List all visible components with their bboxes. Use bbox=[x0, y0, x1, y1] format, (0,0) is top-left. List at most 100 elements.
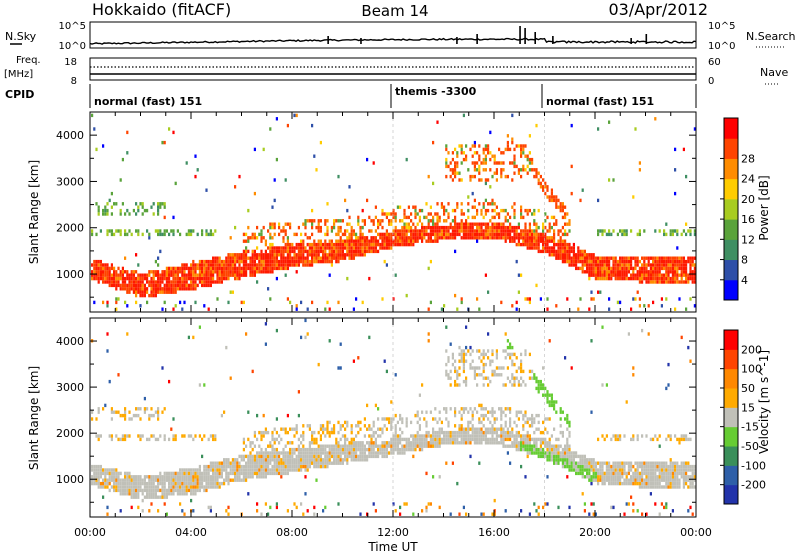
y-tick-label: 4000 bbox=[56, 129, 84, 142]
colorbar-tick-label: 20 bbox=[741, 193, 755, 206]
site-title: Hokkaido (fitACF) bbox=[92, 0, 231, 19]
nsky-trace bbox=[89, 26, 697, 45]
colorbar-segment bbox=[724, 219, 738, 240]
colorbar-segment bbox=[724, 407, 738, 428]
colorbar-segment bbox=[724, 198, 738, 220]
colorbar-segment bbox=[724, 239, 738, 261]
velocity-heatmap bbox=[91, 318, 696, 517]
freq-tick-low: 8 bbox=[71, 76, 77, 87]
cpid-panel: CPID normal (fast) 151 themis -3300 norm… bbox=[5, 84, 697, 108]
colorbar-segment bbox=[724, 330, 738, 350]
cpid-segment-2: themis -3300 bbox=[395, 85, 477, 98]
nsky-panel: N.Sky 10^5 10^0 10^5 10^0 N.Search bbox=[5, 21, 796, 52]
colorbar-tick-label: 8 bbox=[741, 254, 748, 267]
x-tick-label: 00:00 bbox=[74, 526, 106, 539]
colorbar-segment bbox=[724, 349, 738, 370]
cpid-segment-3: normal (fast) 151 bbox=[546, 95, 654, 108]
nsearch-tick-low: 10^0 bbox=[708, 41, 735, 52]
nsky-tick-low: 10^0 bbox=[59, 41, 86, 52]
y-tick-label: 3000 bbox=[56, 175, 84, 188]
date-title: 03/Apr/2012 bbox=[608, 0, 708, 19]
freq-tick-high: 18 bbox=[64, 57, 77, 68]
power-panel: 1000 2000 3000 4000 Slant Range [km] 4 8 12 16… bbox=[27, 111, 771, 313]
colorbar-segment bbox=[724, 484, 738, 505]
power-colorbar-label: Power [dB] bbox=[757, 175, 771, 240]
power-ylabel: Slant Range [km] bbox=[27, 160, 41, 264]
time-xlabel: Time UT bbox=[367, 540, 418, 554]
velocity-panel: 1000 2000 3000 4000 Slant Range [km] 200 100… bbox=[27, 317, 771, 518]
colorbar-tick-label: 4 bbox=[741, 274, 748, 287]
nsky-spike bbox=[645, 34, 648, 44]
colorbar-segment bbox=[724, 279, 738, 301]
colorbar-tick-label: 12 bbox=[741, 233, 755, 246]
colorbar-segment bbox=[724, 426, 738, 447]
nsky-label: N.Sky bbox=[5, 30, 37, 43]
colorbar-segment bbox=[724, 446, 738, 466]
colorbar-segment bbox=[724, 178, 738, 200]
y-tick-label: 2000 bbox=[56, 427, 84, 440]
nsky-spike bbox=[534, 32, 536, 44]
colorbar-tick-label: 28 bbox=[741, 152, 755, 165]
y-tick-label: 1000 bbox=[56, 473, 84, 486]
nsky-spike bbox=[519, 26, 521, 44]
y-tick-label: 2000 bbox=[56, 222, 84, 235]
nave-label: Nave bbox=[760, 66, 788, 79]
colorbar-frame bbox=[723, 117, 739, 301]
x-tick-label: 00:00 bbox=[680, 526, 712, 539]
colorbar-segment bbox=[724, 158, 738, 180]
colorbar-frame bbox=[723, 329, 739, 505]
cpid-segment-1: normal (fast) 151 bbox=[94, 95, 202, 108]
colorbar-tick-label: 100 bbox=[741, 363, 762, 376]
nsky-spike bbox=[630, 38, 632, 44]
nsky-spike bbox=[456, 37, 458, 44]
colorbar-tick-label: 24 bbox=[741, 173, 755, 186]
nsky-spike bbox=[327, 36, 329, 44]
colorbar-segment bbox=[724, 465, 738, 486]
freq-panel: Freq. [MHz] 18 8 60 0 Nave bbox=[4, 55, 788, 87]
y-tick-label: 3000 bbox=[56, 381, 84, 394]
x-tick-label: 12:00 bbox=[377, 526, 409, 539]
power-heatmap bbox=[91, 112, 696, 312]
nsearch-tick-high: 10^5 bbox=[708, 21, 735, 32]
x-tick-label: 08:00 bbox=[276, 526, 308, 539]
beam-title: Beam 14 bbox=[361, 2, 428, 20]
velocity-y-axis: 1000 2000 3000 4000 bbox=[56, 335, 696, 503]
colorbar-tick-label: -15 bbox=[741, 421, 759, 434]
colorbar-tick-label: 16 bbox=[741, 213, 755, 226]
colorbar-tick-label: -50 bbox=[741, 440, 759, 453]
nsky-tick-high: 10^5 bbox=[59, 21, 86, 32]
freq-label-line2: [MHz] bbox=[4, 69, 33, 80]
colorbar-tick-label: 15 bbox=[741, 401, 755, 414]
colorbar-segment bbox=[724, 368, 738, 389]
velocity-ylabel: Slant Range [km] bbox=[27, 366, 41, 470]
colorbar-tick-label: 200 bbox=[741, 343, 762, 356]
colorbar-tick-label: -100 bbox=[741, 459, 766, 472]
colorbar-segment bbox=[724, 388, 738, 408]
velocity-colorbar-label: Velocity [m s^-1] bbox=[757, 350, 771, 454]
nave-tick-high: 60 bbox=[708, 57, 721, 68]
freq-label-line1: Freq. bbox=[16, 55, 41, 66]
colorbar-tick-label: 50 bbox=[741, 382, 755, 395]
nsky-spike bbox=[360, 38, 362, 44]
time-x-axis: 00:00 04:00 08:00 12:00 16:00 20:00 00:00 bbox=[74, 112, 712, 539]
velocity-colorbar: 200 100 50 15 -15 -50 -100 -200 bbox=[720, 329, 766, 505]
y-tick-label: 4000 bbox=[56, 335, 84, 348]
y-tick-label: 1000 bbox=[56, 268, 84, 281]
nave-tick-low: 0 bbox=[708, 76, 714, 87]
x-tick-label: 16:00 bbox=[478, 526, 510, 539]
power-y-axis: 1000 2000 3000 4000 bbox=[56, 129, 696, 298]
x-tick-label: 04:00 bbox=[175, 526, 207, 539]
colorbar-segment bbox=[724, 138, 738, 159]
power-colorbar: 4 8 12 16 20 24 28 bbox=[720, 117, 755, 301]
cpid-label: CPID bbox=[5, 88, 34, 101]
x-tick-label: 20:00 bbox=[579, 526, 611, 539]
colorbar-tick-label: -200 bbox=[741, 479, 766, 492]
nsky-line bbox=[89, 37, 697, 45]
colorbar-segment bbox=[724, 259, 738, 281]
nsky-spike bbox=[552, 36, 554, 44]
colorbar-segment bbox=[724, 118, 738, 139]
nsky-spike bbox=[476, 34, 478, 44]
nsky-spike bbox=[524, 28, 526, 44]
nsearch-label: N.Search bbox=[746, 30, 796, 43]
